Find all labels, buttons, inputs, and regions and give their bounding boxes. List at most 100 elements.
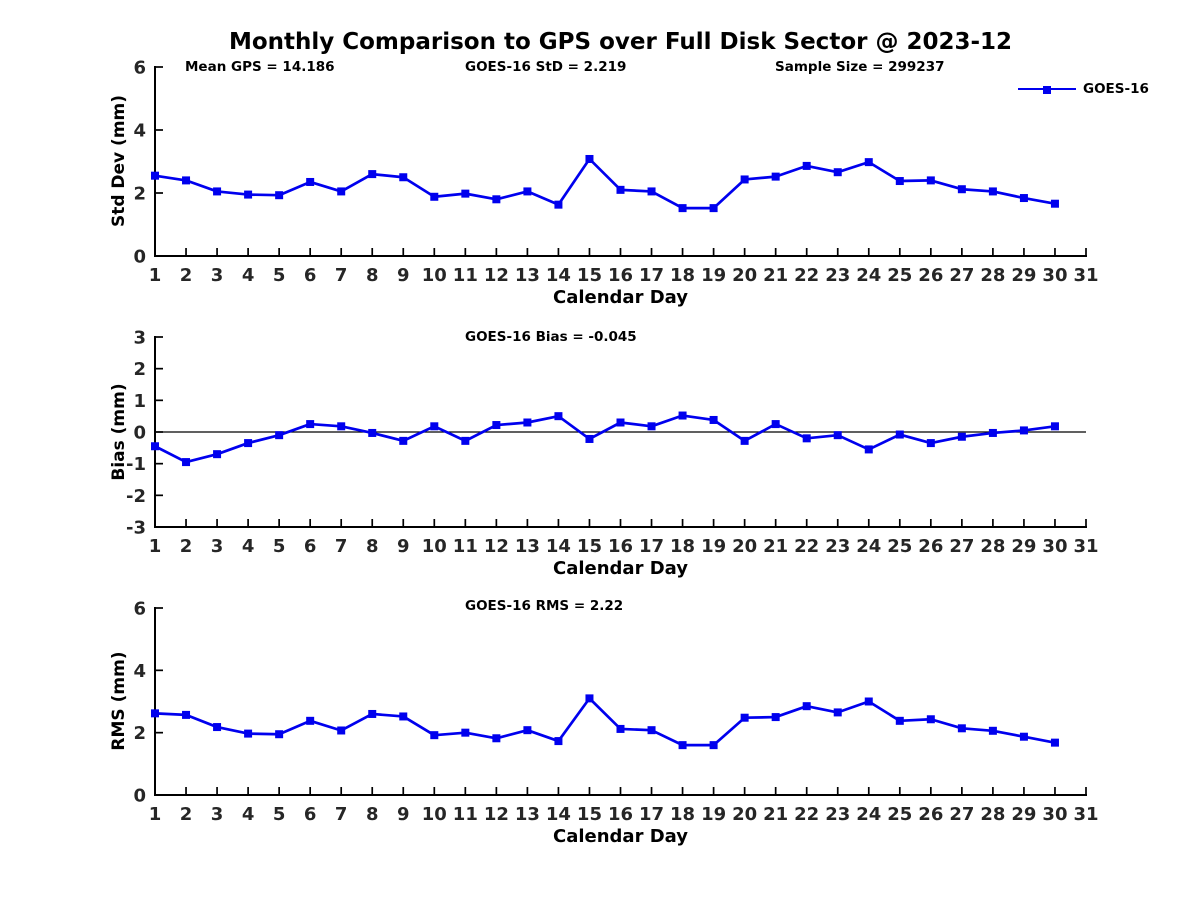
x-tick-label: 10 (422, 536, 447, 557)
data-point-marker (988, 726, 997, 735)
data-point-marker (430, 731, 439, 740)
data-point-marker (151, 709, 159, 718)
data-point-marker (1019, 732, 1028, 741)
x-tick-label: 12 (484, 804, 509, 825)
data-point-marker (554, 737, 563, 746)
x-tick-label: 27 (949, 265, 974, 286)
data-point-marker (430, 192, 439, 201)
legend-square-marker-icon (1043, 86, 1051, 94)
data-point-marker (647, 422, 656, 431)
x-tick-label: 26 (918, 804, 943, 825)
data-point-marker (151, 442, 159, 451)
subplot-2-annotation-bias: GOES-16 Bias = -0.045 (465, 329, 637, 345)
series-line (154, 414, 1056, 464)
data-point-marker (833, 431, 842, 440)
data-point-marker (554, 200, 563, 209)
data-point-marker (1019, 194, 1028, 203)
x-tick-label: 30 (1042, 804, 1067, 825)
data-point-marker (368, 428, 377, 437)
data-point-marker (895, 716, 904, 725)
x-tick-label: 4 (242, 536, 255, 557)
data-point-marker (709, 741, 718, 750)
data-point-marker (895, 430, 904, 439)
data-point-marker (833, 168, 842, 177)
data-point-marker (399, 436, 408, 445)
data-point-marker (492, 195, 501, 204)
data-point-marker (1050, 422, 1059, 431)
subplot-2-x-axis-label: Calendar Day (553, 558, 688, 579)
y-tick-label: 3 (133, 328, 146, 349)
data-point-marker (306, 177, 315, 186)
y-tick-label: 2 (133, 723, 146, 744)
data-point-marker (585, 434, 594, 443)
x-tick-label: 21 (763, 804, 788, 825)
x-tick-label: 20 (732, 265, 757, 286)
subplot-1-annotation-mean-gps: Mean GPS = 14.186 (185, 59, 335, 75)
x-tick-label: 25 (887, 804, 912, 825)
data-point-marker (368, 709, 377, 718)
x-tick-label: 3 (211, 536, 224, 557)
x-tick-label: 13 (515, 804, 540, 825)
data-point-marker (523, 418, 532, 427)
data-point-marker (864, 445, 873, 454)
data-point-marker (647, 726, 656, 735)
data-point-marker (182, 458, 191, 467)
data-point-marker (1050, 199, 1059, 208)
data-point-marker (182, 176, 191, 185)
x-tick-label: 6 (304, 265, 317, 286)
subplot-3-annotation-rms: GOES-16 RMS = 2.22 (465, 598, 624, 614)
x-tick-label: 17 (639, 265, 664, 286)
figure-title: Monthly Comparison to GPS over Full Disk… (228, 29, 1013, 55)
x-tick-label: 17 (639, 536, 664, 557)
data-point-marker (213, 723, 222, 732)
data-point-marker (678, 411, 687, 420)
x-tick-label: 24 (856, 536, 881, 557)
x-tick-label: 5 (273, 804, 286, 825)
x-tick-label: 29 (1011, 536, 1036, 557)
x-tick-label: 14 (546, 804, 571, 825)
x-tick-label: 22 (794, 804, 819, 825)
data-point-marker (306, 716, 315, 725)
data-point-marker (275, 730, 284, 739)
data-point-marker (523, 187, 532, 196)
x-tick-label: 14 (546, 265, 571, 286)
data-point-marker (275, 191, 284, 200)
x-tick-label: 2 (180, 536, 193, 557)
data-point-marker (678, 741, 687, 750)
data-point-marker (585, 154, 594, 163)
x-tick-label: 14 (546, 536, 571, 557)
data-point-marker (926, 439, 935, 448)
x-tick-label: 22 (794, 265, 819, 286)
x-tick-label: 20 (732, 536, 757, 557)
x-tick-label: 23 (825, 536, 850, 557)
series-line (154, 157, 1056, 210)
x-tick-label: 19 (701, 804, 726, 825)
data-point-marker (430, 422, 439, 431)
x-tick-label: 25 (887, 265, 912, 286)
data-point-marker (926, 715, 935, 724)
x-tick-label: 23 (825, 265, 850, 286)
legend-line-sample (1018, 86, 1076, 94)
data-point-marker (771, 420, 780, 429)
data-point-marker (988, 187, 997, 196)
series-line (154, 697, 1056, 747)
data-point-marker (244, 439, 253, 448)
data-point-marker (337, 726, 346, 735)
x-tick-label: 12 (484, 265, 509, 286)
data-point-marker (616, 185, 625, 194)
x-tick-label: 19 (701, 265, 726, 286)
data-point-marker (492, 734, 501, 743)
x-tick-label: 26 (918, 536, 943, 557)
x-tick-label: 24 (856, 804, 881, 825)
x-tick-label: 9 (397, 804, 410, 825)
y-tick-label: 6 (133, 599, 146, 620)
x-tick-label: 1 (149, 265, 162, 286)
x-tick-label: 18 (670, 265, 695, 286)
x-tick-label: 15 (577, 536, 602, 557)
x-tick-label: 1 (149, 536, 162, 557)
x-tick-label: 6 (304, 536, 317, 557)
y-tick-label: 6 (133, 58, 146, 79)
y-tick-label: -1 (126, 454, 146, 475)
data-point-marker (306, 420, 315, 429)
data-point-marker (771, 172, 780, 181)
